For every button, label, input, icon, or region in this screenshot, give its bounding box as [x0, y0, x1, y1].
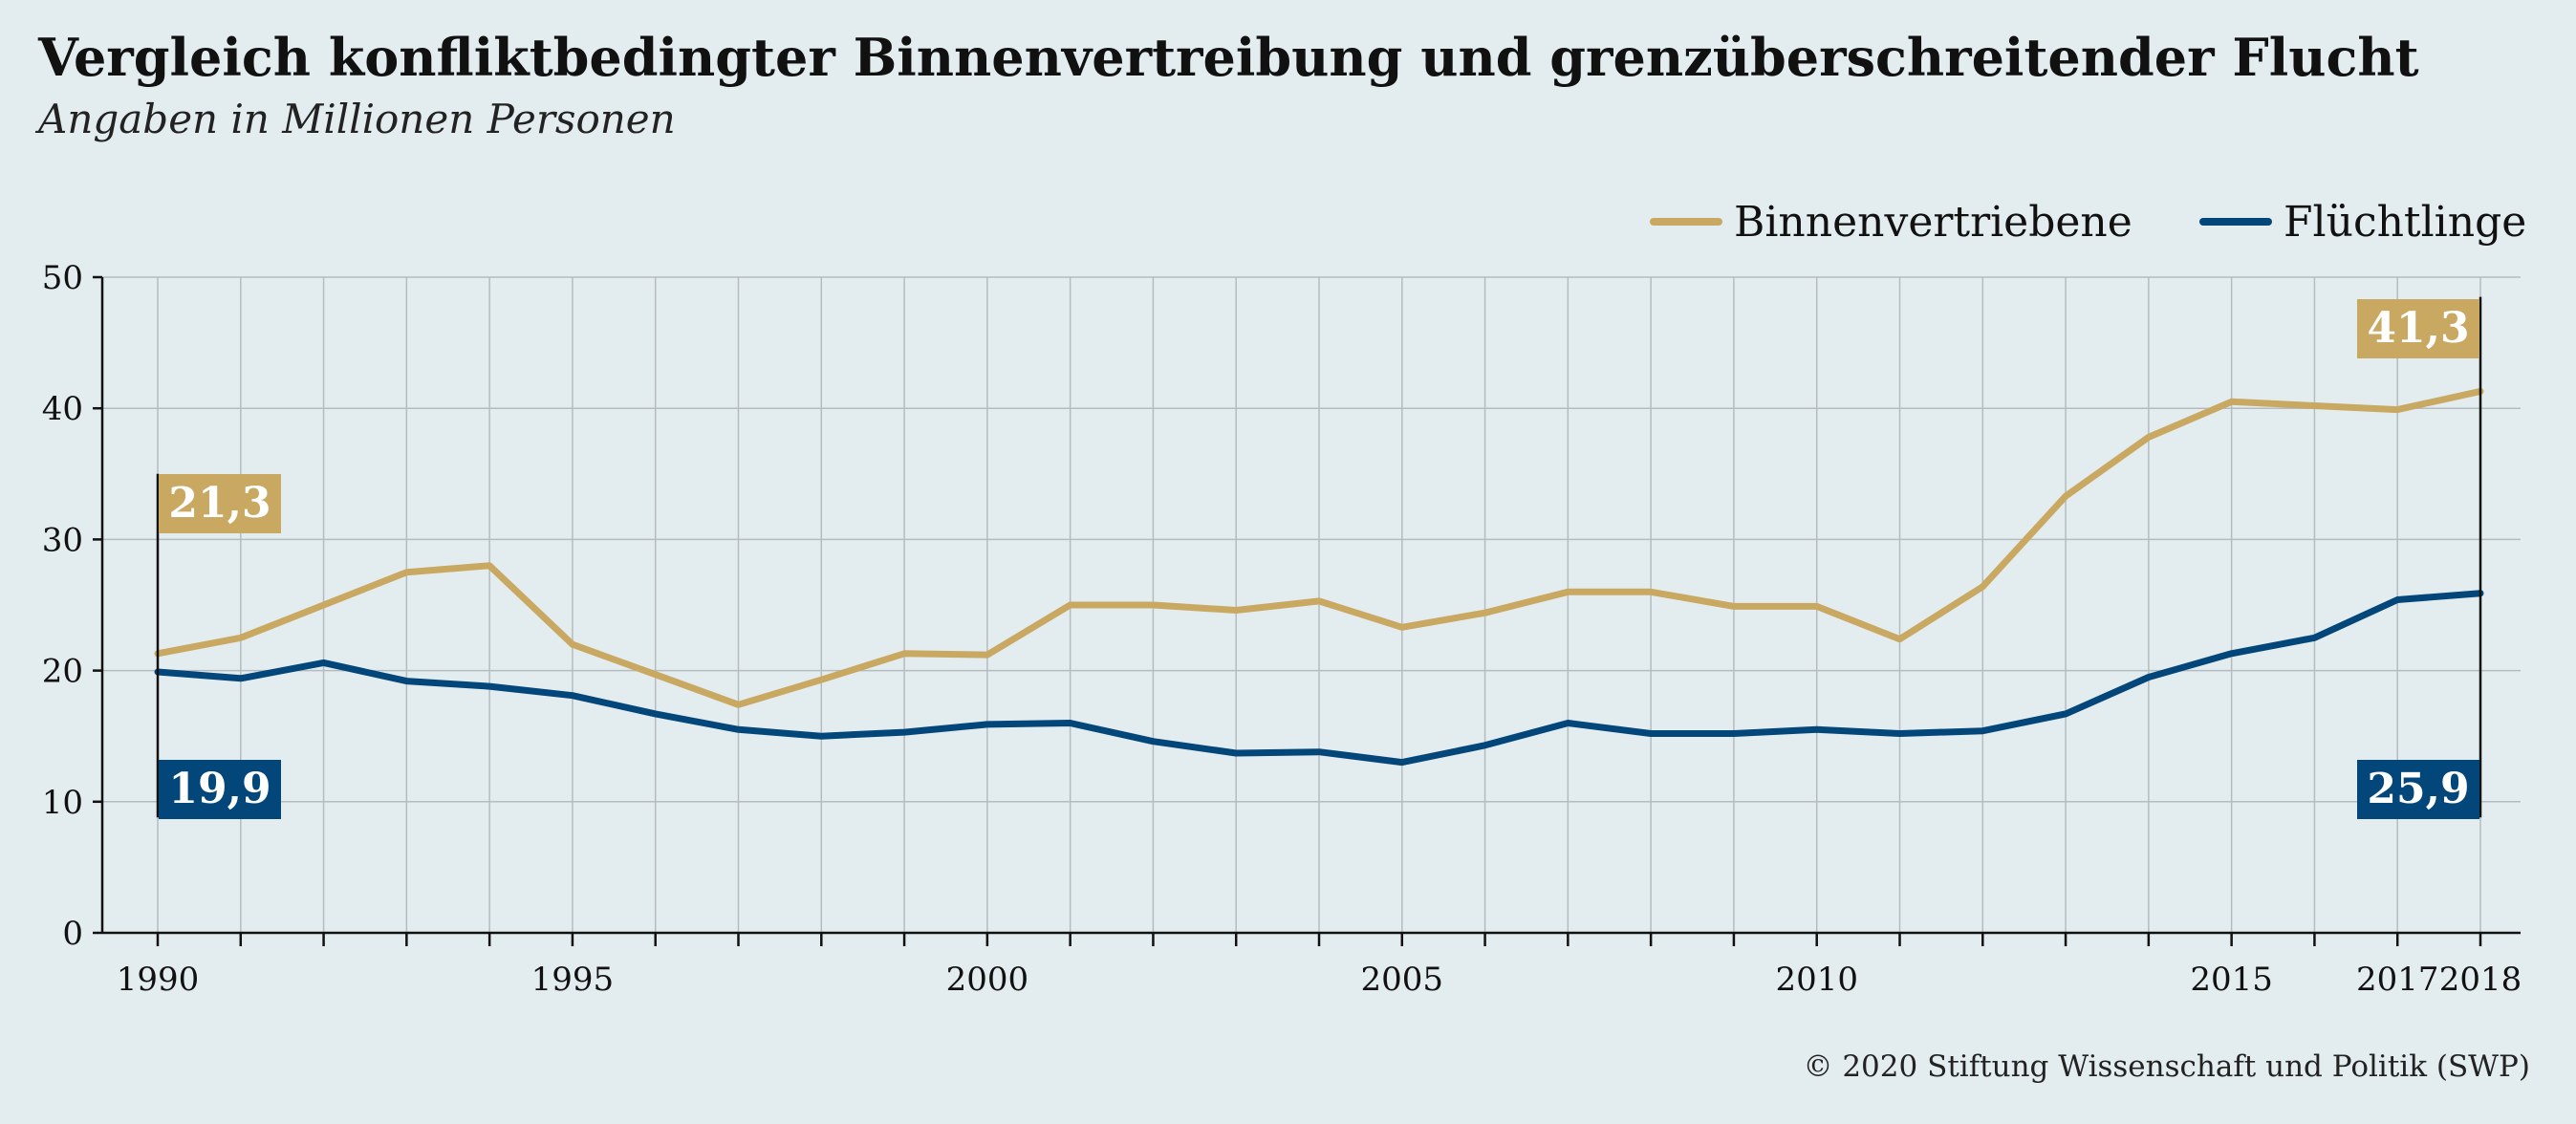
annotations: 21,3 19,9 41,3 25,9 — [156, 296, 2482, 819]
x-tick-label: 2005 — [1361, 961, 1444, 999]
y-tick-label: 30 — [42, 521, 83, 559]
series-line-binnenvertriebene — [154, 387, 2484, 708]
series-lines — [154, 387, 2484, 767]
x-tick-label: 2000 — [946, 961, 1029, 999]
value-label-box — [2357, 299, 2479, 358]
value-label-box — [159, 760, 281, 819]
y-tick-label: 20 — [42, 653, 83, 691]
legend: Binnenvertriebene Flüchtlinge — [1650, 198, 2526, 247]
x-tick-label: 2018 — [2439, 961, 2522, 999]
series-line-fluechtlinge — [154, 590, 2484, 767]
value-label-box — [159, 474, 281, 533]
value-label: 21,3 — [168, 479, 271, 528]
value-label-box — [2357, 760, 2479, 819]
chart-subtitle: Angaben in Millionen Personen — [38, 96, 676, 142]
value-label: 41,3 — [2367, 304, 2469, 353]
chart-title: Vergleich konfliktbedingter Binnenvertre… — [38, 27, 2419, 88]
x-tick-label: 2015 — [2190, 961, 2273, 999]
legend-label-fluechtlinge: Flüchtlinge — [2284, 198, 2526, 247]
x-tick-label: 1990 — [117, 961, 200, 999]
x-tick-label: 2010 — [1775, 961, 1858, 999]
copyright-credit: © 2020 Stiftung Wissenschaft und Politik… — [1803, 1049, 2530, 1084]
value-label: 25,9 — [2367, 765, 2469, 813]
value-label: 19,9 — [168, 765, 271, 813]
x-tick-label: 2017 — [2356, 961, 2439, 999]
y-tick-label: 0 — [62, 915, 83, 953]
y-tick-label: 40 — [42, 390, 83, 428]
legend-label-binnenvertriebene: Binnenvertriebene — [1734, 198, 2132, 247]
y-tick-label: 10 — [42, 784, 83, 822]
x-tick-label: 1995 — [531, 961, 615, 999]
y-tick-label: 50 — [42, 259, 83, 297]
